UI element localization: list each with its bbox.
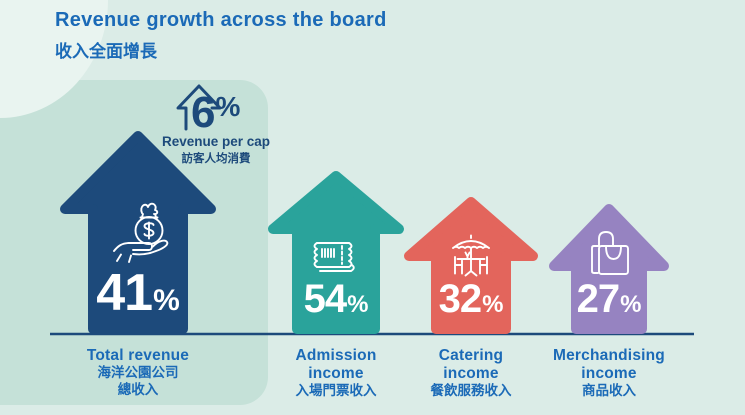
percent-catering: 32% xyxy=(406,277,536,321)
label-en-line: Admission xyxy=(295,347,377,364)
per-cap-percent: 6% xyxy=(191,91,241,135)
label-en-line: income xyxy=(308,365,364,382)
label-zh-line: 入場門票收入 xyxy=(295,383,377,398)
per-cap-caption-en: Revenue per cap xyxy=(161,134,271,149)
label-zh-line: 商品收入 xyxy=(582,383,636,398)
money-bag-in-hand-icon xyxy=(113,202,169,263)
label-catering-income: Catering income 餐飲服務收入 xyxy=(396,347,546,400)
per-cap-caption-zh: 訪客人均消費 xyxy=(181,153,251,165)
percent-value: 27 xyxy=(576,277,620,321)
shopping-bags-icon xyxy=(591,231,629,275)
percent-admission: 54% xyxy=(271,277,401,321)
arrow-total-revenue xyxy=(60,131,216,334)
percent-value: 41 xyxy=(96,264,153,322)
per-cap-arrow-outline-icon xyxy=(176,84,222,131)
arrow-admission-income xyxy=(268,171,404,334)
page-subtitle-chinese: 收入全面增長 xyxy=(55,42,157,61)
percent-merchandising: 27% xyxy=(544,277,674,321)
percent-unit: % xyxy=(620,291,642,318)
page-title: Revenue growth across the board xyxy=(55,9,387,31)
label-admission-income: Admission income 入場門票收入 xyxy=(261,347,411,400)
percent-unit: % xyxy=(347,291,369,318)
percent-value: 54 xyxy=(303,277,347,321)
percent-unit: % xyxy=(153,284,180,317)
arrow-merchandising-income xyxy=(549,204,669,334)
per-cap-value: 6 xyxy=(191,88,216,137)
per-cap-unit: % xyxy=(215,91,241,122)
label-en-line: Total revenue xyxy=(86,347,190,364)
label-zh-line: 餐飲服務收入 xyxy=(430,383,512,398)
percent-value: 32 xyxy=(438,277,482,321)
label-zh-line: 總收入 xyxy=(117,381,159,397)
label-merchandising-income: Merchandising income 商品收入 xyxy=(529,347,689,400)
label-zh-line: 海洋公園公司 xyxy=(97,365,179,380)
label-total-revenue: Total revenue 海洋公園公司 總收入 xyxy=(58,347,218,398)
label-en-line: Catering xyxy=(438,347,504,364)
outdoor-dining-icon xyxy=(452,234,490,277)
percent-unit: % xyxy=(482,291,504,318)
label-en-line: income xyxy=(443,365,499,382)
percent-total-revenue: 41% xyxy=(73,264,203,322)
admission-ticket-icon xyxy=(313,242,355,272)
label-en-line: income xyxy=(581,365,637,382)
label-en-line: Merchandising xyxy=(553,347,665,364)
